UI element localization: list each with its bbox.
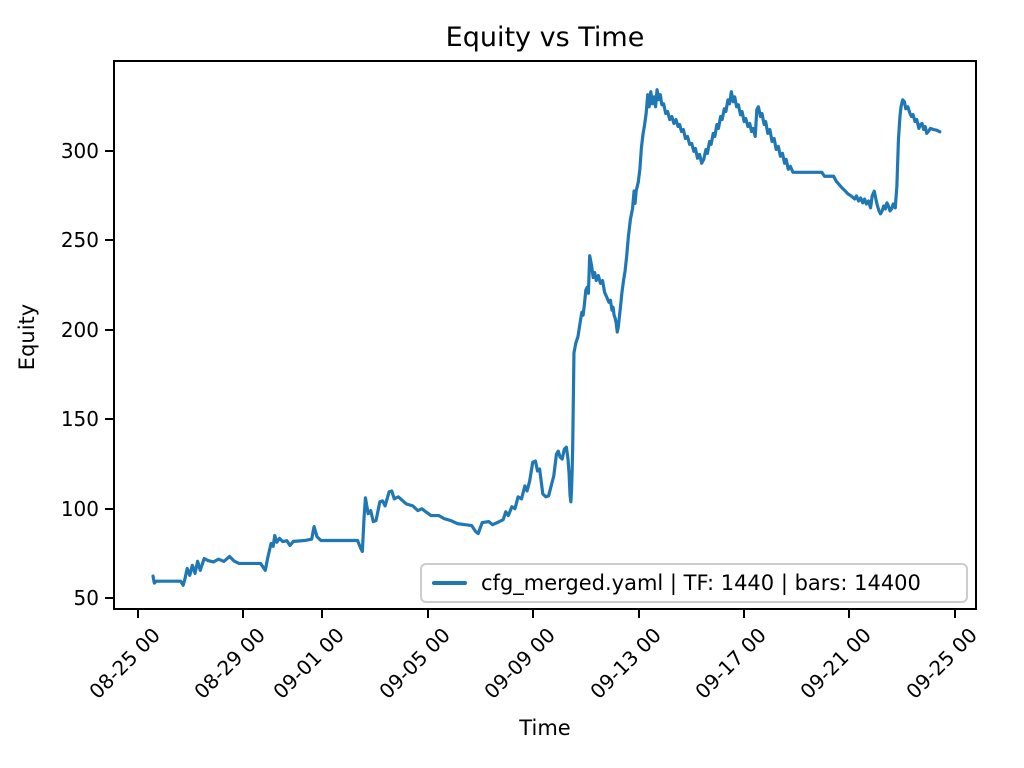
- y-tick-label: 100: [60, 497, 99, 521]
- y-tick-label: 50: [73, 586, 99, 610]
- x-tick-label: 08-29 00: [189, 623, 270, 704]
- x-tick-mark: [743, 610, 745, 618]
- x-tick-label: 09-13 00: [585, 623, 666, 704]
- x-tick-mark: [242, 610, 244, 618]
- y-tick-mark: [105, 150, 113, 152]
- y-tick-mark: [105, 239, 113, 241]
- x-tick-mark: [954, 610, 956, 618]
- y-axis-label: Equity: [15, 303, 39, 371]
- x-tick-label: 09-01 00: [268, 623, 349, 704]
- x-tick-label: 09-09 00: [479, 623, 560, 704]
- y-tick-label: 200: [60, 318, 99, 342]
- x-tick-mark: [427, 610, 429, 618]
- x-tick-mark: [638, 610, 640, 618]
- y-tick-mark: [105, 508, 113, 510]
- x-tick-mark: [532, 610, 534, 618]
- x-tick-mark: [137, 610, 139, 618]
- x-tick-mark: [321, 610, 323, 618]
- equity-series-line: [151, 88, 942, 587]
- legend: cfg_merged.yaml | TF: 1440 | bars: 14400: [420, 563, 968, 603]
- chart-title: Equity vs Time: [445, 22, 645, 53]
- x-tick-label: 09-21 00: [795, 623, 876, 704]
- x-tick-label: 09-25 00: [901, 623, 982, 704]
- x-tick-label: 09-05 00: [374, 623, 455, 704]
- y-tick-label: 250: [60, 228, 99, 252]
- y-tick-label: 300: [60, 139, 99, 163]
- y-tick-mark: [105, 597, 113, 599]
- x-tick-label: 08-25 00: [84, 623, 165, 704]
- x-tick-mark: [848, 610, 850, 618]
- legend-line-sample: [432, 581, 467, 585]
- legend-label: cfg_merged.yaml | TF: 1440 | bars: 14400: [481, 571, 921, 595]
- plot-area: cfg_merged.yaml | TF: 1440 | bars: 14400: [113, 60, 977, 610]
- y-tick-label: 150: [60, 407, 99, 431]
- x-axis-label: Time: [519, 716, 571, 740]
- x-tick-label: 09-17 00: [690, 623, 771, 704]
- equity-line-chart: [151, 88, 942, 587]
- y-tick-mark: [105, 418, 113, 420]
- y-tick-mark: [105, 329, 113, 331]
